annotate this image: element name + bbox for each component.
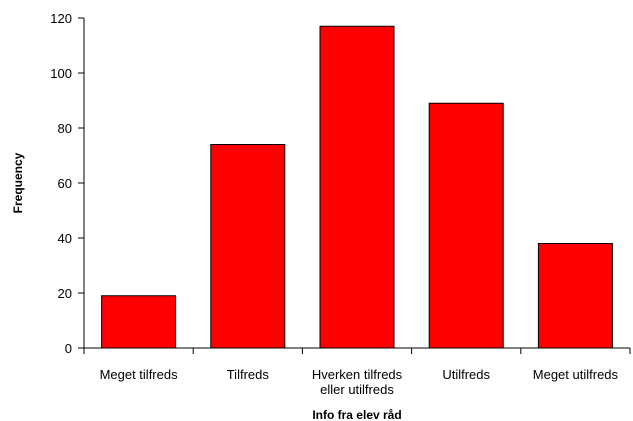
y-tick-label-3: 60 [58,176,72,191]
y-tick-label-4: 80 [58,121,72,136]
bar-1 [210,144,286,349]
y-tick-label-1: 20 [58,286,72,301]
y-ticks-group: 0 20 40 60 80 100 120 [50,11,84,356]
x-tick-label-1: Tilfreds [227,367,270,382]
bars-group [101,25,613,349]
y-axis-title: Frequency [11,152,25,213]
bar-2 [319,25,395,349]
x-tick-label-2-line-1: eller utilfreds [320,382,394,397]
x-tick-label-0: Meget tilfreds [100,367,179,382]
bar-3 [428,102,504,349]
bar-4 [537,243,613,349]
y-tick-label-5: 100 [50,66,72,81]
x-tick-label-2-line-0: Hverken tilfreds [312,367,403,382]
x-axis-title: Info fra elev råd [312,408,401,421]
x-ticks-group: Meget tilfreds Tilfreds Hverken tilfredsel… [83,348,631,397]
y-tick-label-2: 40 [58,231,72,246]
bar-0 [101,295,177,349]
y-tick-label-0: 0 [65,341,72,356]
x-tick-label-3: Utilfreds [442,367,490,382]
y-tick-label-6: 120 [50,11,72,26]
x-tick-label-4: Meget utilfreds [533,367,619,382]
